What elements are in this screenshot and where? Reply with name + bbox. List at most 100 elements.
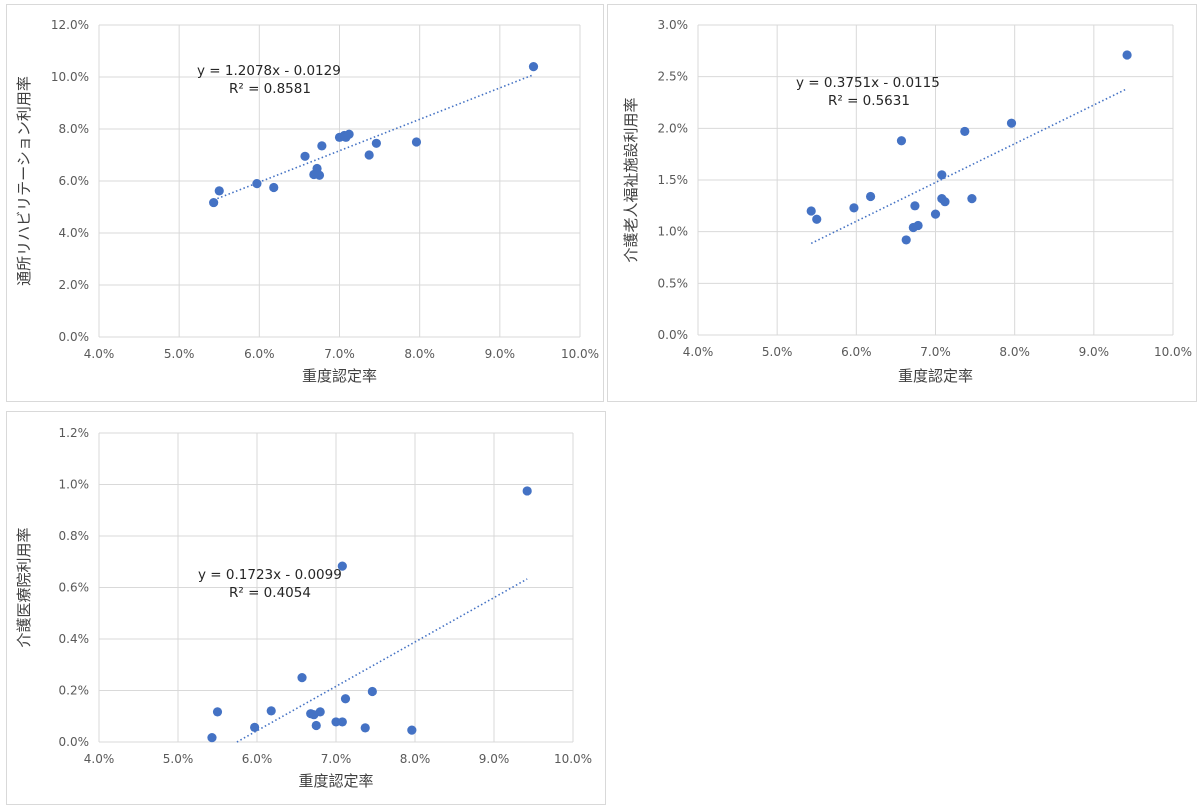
y-tick-label: 1.2% xyxy=(59,426,90,440)
data-point xyxy=(209,197,219,208)
y-axis-title: 介護老人福祉施設利用率 xyxy=(622,97,640,262)
x-tick-label: 6.0% xyxy=(841,345,872,359)
y-tick-label: 0.2% xyxy=(59,684,90,698)
trendline-equation: y = 0.3751x - 0.0115 xyxy=(796,75,940,91)
trendline xyxy=(236,578,528,743)
y-tick-label: 12.0% xyxy=(51,18,89,32)
x-tick-label: 7.0% xyxy=(324,347,355,361)
x-tick-label: 4.0% xyxy=(84,752,115,766)
y-tick-label: 0.0% xyxy=(59,330,90,344)
x-axis-title: 重度認定率 xyxy=(898,367,973,385)
x-tick-label: 8.0% xyxy=(999,345,1030,359)
y-tick-label: 1.5% xyxy=(658,173,689,187)
x-tick-label: 8.0% xyxy=(400,752,431,766)
x-axis-title: 重度認定率 xyxy=(302,367,377,385)
data-point xyxy=(967,194,977,204)
data-point xyxy=(252,179,262,189)
data-point xyxy=(865,191,876,202)
data-point xyxy=(360,723,370,733)
trendline-equation: y = 0.1723x - 0.0099 xyxy=(198,567,342,583)
x-tick-label: 5.0% xyxy=(762,345,793,359)
data-point xyxy=(364,150,374,160)
chart-panel-iryoin: 4.0% 5.0% 6.0% 7.0% 8.0% 9.0% 10.0% 0.0% 0.2% 0.4… xyxy=(6,411,606,805)
data-point xyxy=(930,209,941,219)
x-tick-label: 7.0% xyxy=(321,752,352,766)
data-point xyxy=(207,733,217,743)
y-tick-label: 8.0% xyxy=(59,122,90,136)
y-axis-title: 通所リハビリテーション利用率 xyxy=(15,76,33,286)
x-tick-label: 4.0% xyxy=(84,347,115,361)
data-point xyxy=(315,707,325,717)
data-point xyxy=(367,686,377,697)
data-point xyxy=(314,170,325,180)
y-tick-label: 2.0% xyxy=(59,278,90,292)
y-tick-label: 2.5% xyxy=(658,70,689,84)
trendline xyxy=(213,73,534,201)
x-tick-label: 4.0% xyxy=(683,345,714,359)
y-tick-label: 0.5% xyxy=(658,276,689,290)
data-point xyxy=(212,707,223,717)
data-point xyxy=(1006,118,1017,128)
y-tick-label: 0.4% xyxy=(59,632,90,646)
y-tick-label: 3.0% xyxy=(658,18,689,32)
x-tick-label: 9.0% xyxy=(485,347,516,361)
data-point xyxy=(269,182,279,193)
y-tick-label: 1.0% xyxy=(658,225,689,239)
x-axis-title: 重度認定率 xyxy=(298,772,373,790)
y-tick-label: 0.0% xyxy=(658,328,689,342)
scatter-chart-iryoin: 4.0% 5.0% 6.0% 7.0% 8.0% 9.0% 10.0% 0.0% 0.2% 0.4… xyxy=(15,426,592,790)
data-point xyxy=(344,129,354,139)
y-tick-label: 0.8% xyxy=(59,529,90,543)
chart-panel-tsusho-riha: 4.0% 5.0% 6.0% 7.0% 8.0% 9.0% 10.0% 0.0% 2.0% 4.0… xyxy=(6,4,604,402)
data-point xyxy=(896,136,907,146)
data-point xyxy=(214,186,224,196)
data-point xyxy=(1122,50,1132,60)
data-point xyxy=(910,201,920,211)
r-squared-label: R² = 0.8581 xyxy=(229,81,311,97)
scatter-chart-rojin-fukushi: 4.0% 5.0% 6.0% 7.0% 8.0% 9.0% 10.0% 0.0% 0.5% 1.0… xyxy=(622,18,1192,385)
data-point xyxy=(812,214,822,224)
y-tick-label: 10.0% xyxy=(51,70,89,84)
data-point xyxy=(300,151,310,161)
x-tick-label: 5.0% xyxy=(163,752,194,766)
data-point xyxy=(940,197,950,207)
y-tick-label: 2.0% xyxy=(658,121,689,135)
x-tick-label: 9.0% xyxy=(1079,345,1110,359)
data-point xyxy=(340,694,351,704)
data-point xyxy=(297,673,307,683)
y-tick-label: 0.0% xyxy=(59,735,90,749)
data-point xyxy=(250,722,260,732)
x-tick-label: 7.0% xyxy=(920,345,951,359)
data-point xyxy=(806,206,816,216)
trendline-equation: y = 1.2078x - 0.0129 xyxy=(197,63,341,79)
data-point xyxy=(337,717,347,727)
x-tick-label: 5.0% xyxy=(164,347,195,361)
x-tick-label: 6.0% xyxy=(244,347,275,361)
data-point xyxy=(937,170,947,180)
y-tick-label: 0.6% xyxy=(59,581,90,595)
data-point xyxy=(528,62,539,72)
x-tick-label: 6.0% xyxy=(242,752,273,766)
data-point xyxy=(317,141,327,151)
data-point xyxy=(337,561,347,571)
data-point xyxy=(522,486,532,496)
data-point xyxy=(849,203,859,213)
data-point xyxy=(913,220,923,231)
y-tick-label: 6.0% xyxy=(59,174,90,188)
data-point xyxy=(407,725,417,735)
scatter-chart-tsusho-riha: 4.0% 5.0% 6.0% 7.0% 8.0% 9.0% 10.0% 0.0% 2.0% 4.0… xyxy=(15,18,599,385)
data-point xyxy=(311,720,321,731)
data-point xyxy=(901,235,911,245)
trendline xyxy=(810,87,1128,245)
x-tick-label: 8.0% xyxy=(404,347,435,361)
data-point xyxy=(266,706,276,716)
x-tick-label: 9.0% xyxy=(479,752,510,766)
x-tick-label: 10.0% xyxy=(1154,345,1192,359)
chart-panel-rojin-fukushi: 4.0% 5.0% 6.0% 7.0% 8.0% 9.0% 10.0% 0.0% 0.5% 1.0… xyxy=(607,4,1197,402)
y-axis-title: 介護医療院利用率 xyxy=(15,527,33,647)
data-point xyxy=(331,717,341,727)
x-tick-label: 10.0% xyxy=(561,347,599,361)
x-tick-label: 10.0% xyxy=(554,752,592,766)
y-tick-label: 1.0% xyxy=(59,478,90,492)
y-tick-label: 4.0% xyxy=(59,226,90,240)
